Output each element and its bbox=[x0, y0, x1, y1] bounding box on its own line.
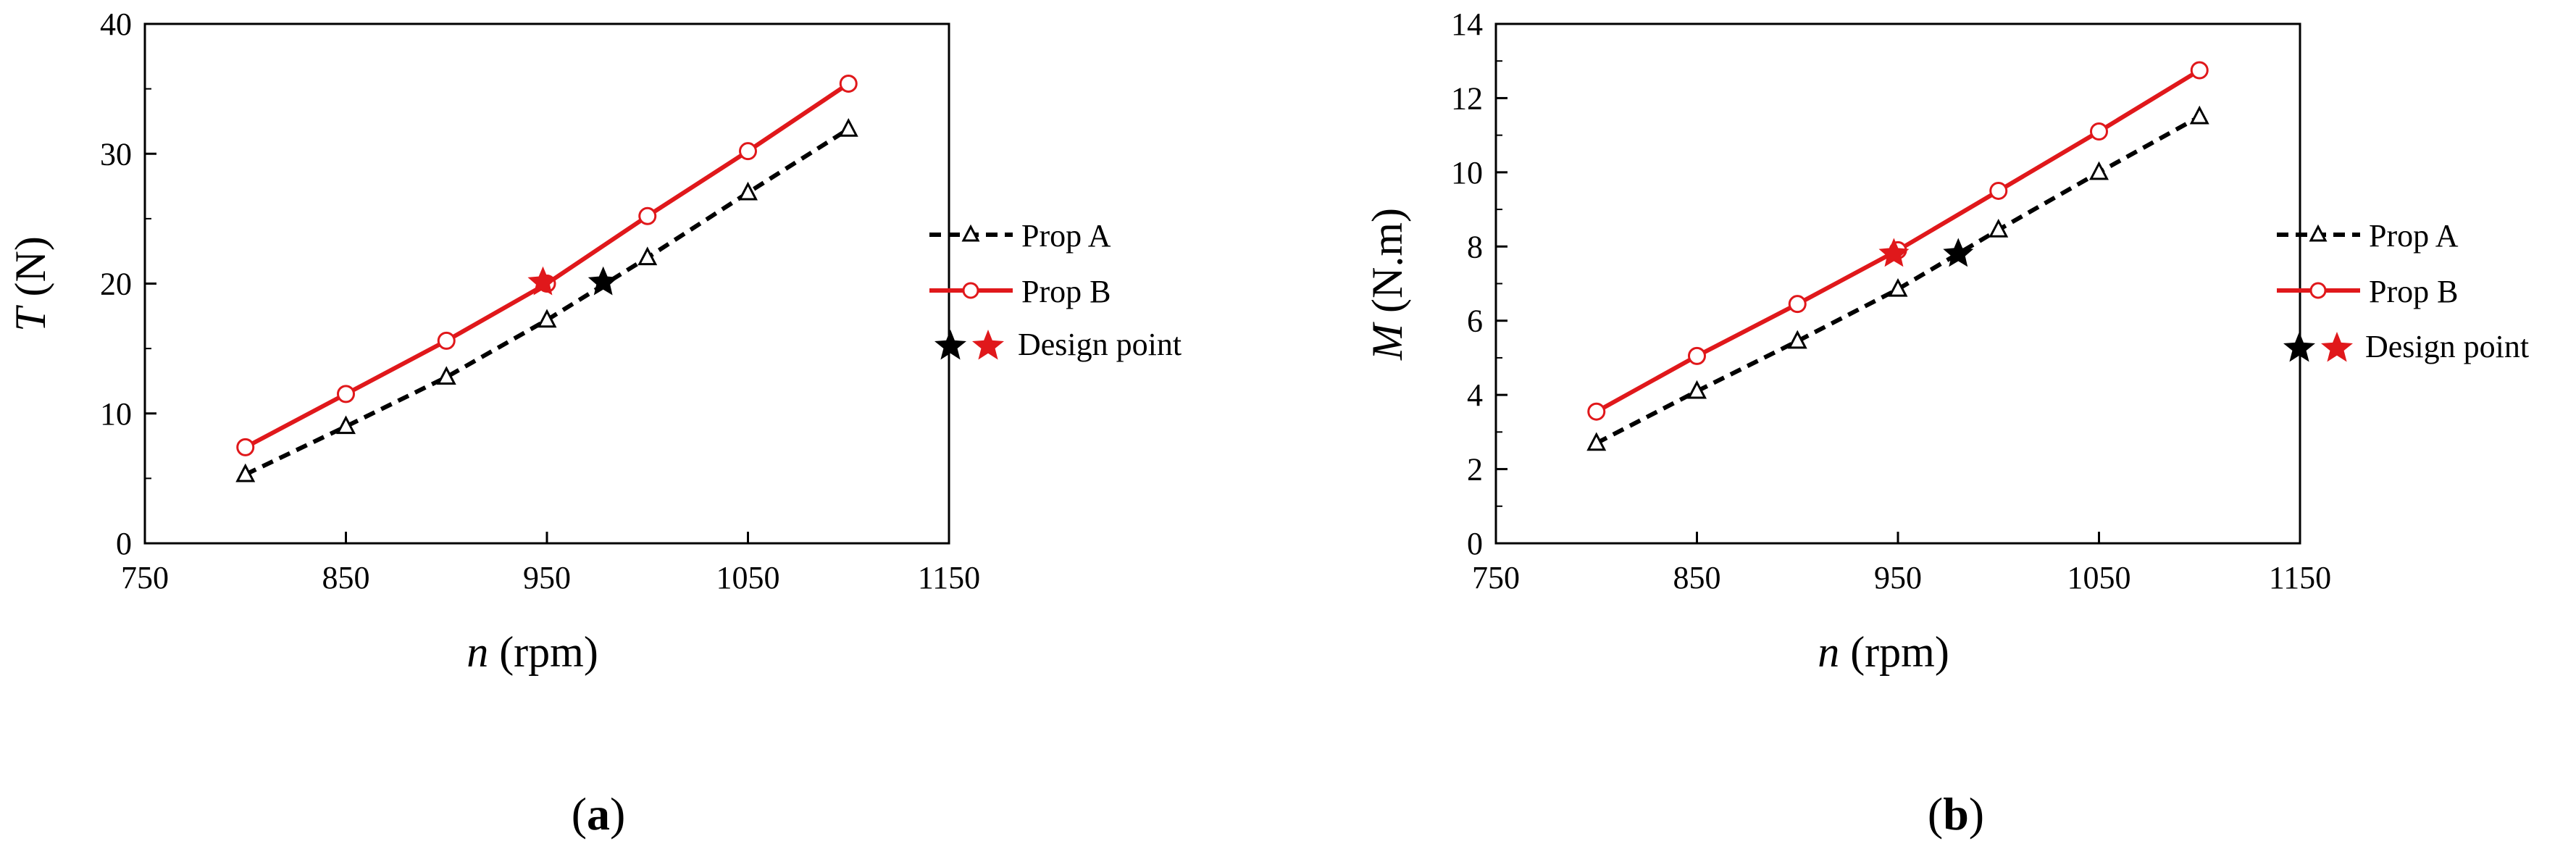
x-tick-label: 1050 bbox=[716, 560, 780, 595]
x-tick-label: 950 bbox=[1874, 560, 1922, 595]
point-prop-b bbox=[739, 142, 757, 161]
legend-black-star-icon bbox=[2283, 332, 2315, 362]
design-point-prop-a-star-icon bbox=[587, 266, 619, 296]
chart-a: 0 10 20 30 40 750 850 950 1050 1150 T (N) n (rpm)… bbox=[7, 7, 1182, 840]
y-axis-var-a: T bbox=[7, 305, 54, 332]
legend-b: Prop A Prop B Design point bbox=[2277, 218, 2529, 364]
x-tick-label: 1150 bbox=[2269, 560, 2331, 595]
legend-red-star-icon bbox=[972, 330, 1004, 360]
legend-red-star-icon bbox=[2321, 332, 2353, 362]
legend-black-star-icon bbox=[934, 330, 966, 360]
y-tick-label: 14 bbox=[1451, 7, 1483, 42]
legend-item-design-point: Design point bbox=[934, 327, 1182, 362]
legend-label-prop-a-b: Prop A bbox=[2369, 218, 2459, 254]
x-axis-title-a: n (rpm) bbox=[467, 628, 598, 676]
point-prop-a bbox=[1888, 277, 1908, 297]
legend-item-prop-b: Prop B bbox=[929, 274, 1111, 309]
point-prop-b bbox=[2090, 122, 2108, 141]
y-axis-unit-b: (N.m) bbox=[1363, 208, 1411, 324]
x-axis-var-a: n bbox=[467, 628, 488, 676]
y-axis-title-a: T (N) bbox=[7, 236, 54, 332]
legend-item-prop-b-b: Prop B bbox=[2277, 274, 2458, 309]
y-tick-label: 2 bbox=[1467, 452, 1483, 488]
x-tick-label: 950 bbox=[523, 560, 571, 595]
legend-item-prop-a: Prop A bbox=[929, 218, 1111, 254]
point-prop-b bbox=[1688, 346, 1706, 365]
point-prop-b bbox=[638, 206, 657, 225]
x-tick-label: 1050 bbox=[2067, 560, 2131, 595]
design-point-prop-b-star-icon bbox=[1878, 238, 1910, 267]
panel-label-a: (a) bbox=[572, 788, 626, 840]
point-prop-a bbox=[2089, 161, 2109, 180]
point-prop-a bbox=[336, 415, 356, 435]
point-prop-a bbox=[1787, 330, 1807, 349]
point-prop-b bbox=[2190, 61, 2209, 80]
y-tick-label: 4 bbox=[1467, 377, 1483, 413]
point-prop-a bbox=[436, 366, 456, 385]
point-prop-a bbox=[1687, 380, 1707, 399]
x-tick-label: 850 bbox=[322, 560, 370, 595]
series-line-prop-b bbox=[244, 82, 850, 450]
y-tick-label: 20 bbox=[100, 267, 132, 302]
design-point-prop-a-star-icon bbox=[1943, 238, 1974, 267]
legend-item-prop-a-b: Prop A bbox=[2277, 218, 2459, 254]
point-prop-b bbox=[1587, 402, 1606, 421]
y-tick-label: 10 bbox=[100, 396, 132, 432]
point-prop-b bbox=[437, 331, 456, 350]
y-tick-label: 10 bbox=[1451, 155, 1483, 191]
y-axis-unit-a: (N) bbox=[7, 236, 54, 307]
y-tick-label: 6 bbox=[1467, 304, 1483, 339]
y-tick-label: 12 bbox=[1451, 80, 1483, 116]
point-prop-a bbox=[1989, 219, 2009, 238]
x-tick-label: 750 bbox=[1472, 560, 1520, 595]
legend-label-prop-a: Prop A bbox=[1021, 218, 1111, 254]
point-prop-b bbox=[337, 385, 355, 403]
x-axis-unit-b: (rpm) bbox=[1839, 628, 1949, 676]
point-prop-a bbox=[838, 117, 858, 137]
y-tick-label: 40 bbox=[100, 7, 132, 42]
point-prop-b bbox=[236, 438, 255, 456]
y-axis-title-b: M (N.m) bbox=[1363, 208, 1411, 361]
panel-letter-a: a bbox=[587, 788, 610, 840]
legend-triangle-icon bbox=[961, 224, 980, 242]
legend-circle-icon bbox=[962, 282, 979, 299]
legend-label-prop-b-b: Prop B bbox=[2369, 274, 2458, 309]
point-prop-a bbox=[2189, 105, 2209, 125]
point-prop-a bbox=[1586, 432, 1607, 451]
point-prop-b bbox=[1989, 181, 2008, 200]
series-line-prop-b bbox=[1595, 68, 2201, 414]
point-prop-b bbox=[839, 74, 858, 93]
legend-label-prop-b: Prop B bbox=[1021, 274, 1111, 309]
marks-a: 0 10 20 30 40 750 850 950 1050 1150 bbox=[100, 7, 980, 595]
legend-label-design-point-b: Design point bbox=[2365, 329, 2529, 364]
legend-triangle-icon bbox=[2309, 224, 2328, 242]
x-tick-label: 850 bbox=[1673, 560, 1721, 595]
legend-item-design-point-b: Design point bbox=[2283, 329, 2529, 364]
y-tick-label: 0 bbox=[1467, 526, 1483, 561]
y-tick-label: 8 bbox=[1467, 229, 1483, 264]
y-tick-label: 0 bbox=[116, 526, 132, 561]
legend-a: Prop A Prop B Design point bbox=[929, 218, 1182, 362]
x-tick-label: 1150 bbox=[918, 560, 980, 595]
point-prop-a bbox=[637, 246, 658, 266]
point-prop-a bbox=[537, 309, 557, 328]
panel-letter-b: b bbox=[1943, 788, 1969, 840]
legend-label-design-point-a: Design point bbox=[1018, 327, 1182, 362]
marks-b: 0 2 4 6 8 10 12 14 750 850 950 1050 1150 bbox=[1451, 7, 2331, 595]
panel-label-b: (b) bbox=[1928, 788, 1984, 840]
y-tick-label: 30 bbox=[100, 136, 132, 172]
design-point-prop-b-star-icon bbox=[527, 266, 559, 296]
x-axis-unit-a: (rpm) bbox=[488, 628, 598, 676]
y-axis-var-b: M bbox=[1363, 322, 1411, 361]
series-line-prop-a bbox=[244, 127, 850, 477]
x-axis-title-b: n (rpm) bbox=[1818, 628, 1949, 676]
legend-circle-icon bbox=[2309, 282, 2327, 299]
point-prop-a bbox=[235, 463, 256, 482]
point-prop-b bbox=[1788, 295, 1807, 314]
x-axis-var-b: n bbox=[1818, 628, 1839, 676]
point-prop-a bbox=[738, 181, 758, 201]
x-tick-label: 750 bbox=[121, 560, 169, 595]
chart-b: 0 2 4 6 8 10 12 14 750 850 950 1050 1150 M (N.m) n (… bbox=[1363, 7, 2529, 840]
